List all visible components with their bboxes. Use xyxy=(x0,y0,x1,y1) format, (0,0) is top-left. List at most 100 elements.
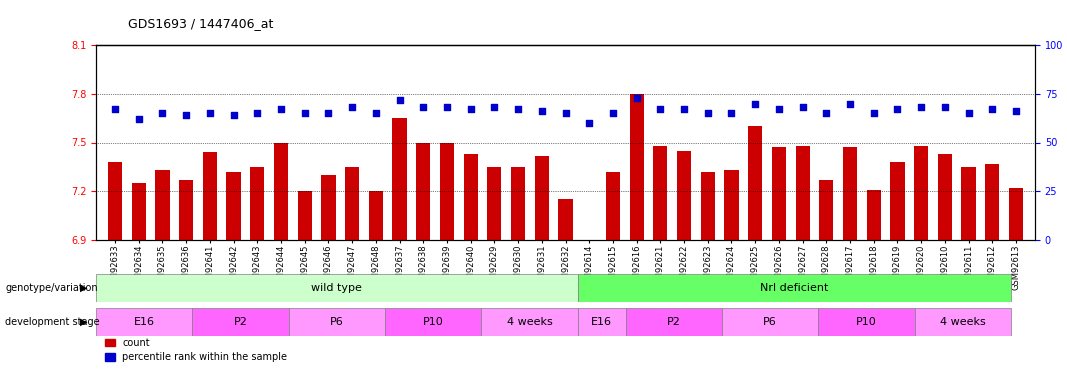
Point xyxy=(675,106,692,112)
Bar xyxy=(748,126,762,240)
Bar xyxy=(226,172,241,240)
Bar xyxy=(321,175,335,240)
Bar xyxy=(653,146,668,240)
Text: P6: P6 xyxy=(763,316,777,327)
Bar xyxy=(558,200,573,240)
FancyBboxPatch shape xyxy=(96,274,577,302)
Bar xyxy=(463,154,478,240)
Point xyxy=(202,110,219,116)
Text: wild type: wild type xyxy=(312,283,362,293)
Point xyxy=(439,104,456,110)
FancyBboxPatch shape xyxy=(385,308,481,336)
Point xyxy=(865,110,882,116)
Point xyxy=(580,120,598,126)
Text: P2: P2 xyxy=(667,316,681,327)
Bar xyxy=(298,191,312,240)
Bar xyxy=(274,142,288,240)
Point xyxy=(225,112,242,118)
Point xyxy=(320,110,337,116)
Bar xyxy=(250,167,265,240)
Text: genotype/variation: genotype/variation xyxy=(5,283,98,293)
Point xyxy=(652,106,669,112)
Text: GDS1693 / 1447406_at: GDS1693 / 1447406_at xyxy=(128,17,273,30)
Text: 4 weeks: 4 weeks xyxy=(940,316,986,327)
Point xyxy=(154,110,171,116)
Point xyxy=(177,112,194,118)
Point xyxy=(889,106,906,112)
Text: ▶: ▶ xyxy=(80,283,87,293)
FancyBboxPatch shape xyxy=(722,308,818,336)
Point xyxy=(1007,108,1024,114)
FancyBboxPatch shape xyxy=(289,308,385,336)
Point xyxy=(817,110,834,116)
FancyBboxPatch shape xyxy=(625,308,722,336)
Bar xyxy=(961,167,975,240)
Bar xyxy=(819,180,833,240)
Point xyxy=(391,97,408,103)
Point xyxy=(557,110,574,116)
Bar xyxy=(843,147,857,240)
Text: P2: P2 xyxy=(234,316,248,327)
Bar xyxy=(535,156,548,240)
FancyBboxPatch shape xyxy=(577,274,1010,302)
Bar xyxy=(606,172,620,240)
FancyBboxPatch shape xyxy=(192,308,289,336)
Point xyxy=(699,110,716,116)
Bar xyxy=(985,164,1000,240)
Text: P10: P10 xyxy=(856,316,877,327)
Text: Nrl deficient: Nrl deficient xyxy=(760,283,828,293)
Point xyxy=(534,108,551,114)
Text: P10: P10 xyxy=(423,316,444,327)
Point xyxy=(415,104,432,110)
Bar xyxy=(724,170,738,240)
Bar xyxy=(890,162,905,240)
Text: E16: E16 xyxy=(591,316,612,327)
FancyBboxPatch shape xyxy=(481,308,577,336)
Text: P6: P6 xyxy=(330,316,344,327)
Bar xyxy=(630,94,643,240)
Point xyxy=(249,110,266,116)
Bar xyxy=(440,142,455,240)
Bar xyxy=(345,167,360,240)
Text: E16: E16 xyxy=(133,316,155,327)
Point xyxy=(510,106,527,112)
Point xyxy=(272,106,289,112)
Point xyxy=(937,104,954,110)
Point xyxy=(842,100,859,106)
Point xyxy=(912,104,929,110)
Bar xyxy=(796,146,810,240)
Point xyxy=(485,104,503,110)
FancyBboxPatch shape xyxy=(96,308,192,336)
Point xyxy=(107,106,124,112)
Bar xyxy=(1009,188,1023,240)
Bar xyxy=(108,162,122,240)
Text: development stage: development stage xyxy=(5,316,100,327)
Bar xyxy=(701,172,715,240)
Point xyxy=(130,116,147,122)
Bar xyxy=(131,183,146,240)
Text: 4 weeks: 4 weeks xyxy=(507,316,553,327)
Point xyxy=(367,110,384,116)
Bar xyxy=(393,118,407,240)
Point xyxy=(462,106,479,112)
Bar xyxy=(771,147,786,240)
Point xyxy=(960,110,977,116)
Point xyxy=(794,104,811,110)
Legend: count, percentile rank within the sample: count, percentile rank within the sample xyxy=(101,334,291,366)
Point xyxy=(747,100,764,106)
Point xyxy=(344,104,361,110)
Bar xyxy=(179,180,193,240)
Point xyxy=(628,94,646,100)
FancyBboxPatch shape xyxy=(914,308,1010,336)
Bar xyxy=(914,146,928,240)
Bar xyxy=(203,152,217,240)
Bar xyxy=(416,142,430,240)
Text: ▶: ▶ xyxy=(80,316,87,327)
Bar xyxy=(488,167,501,240)
Point xyxy=(297,110,314,116)
FancyBboxPatch shape xyxy=(577,308,625,336)
FancyBboxPatch shape xyxy=(818,308,914,336)
Bar xyxy=(676,151,691,240)
Point xyxy=(984,106,1001,112)
Point xyxy=(723,110,740,116)
